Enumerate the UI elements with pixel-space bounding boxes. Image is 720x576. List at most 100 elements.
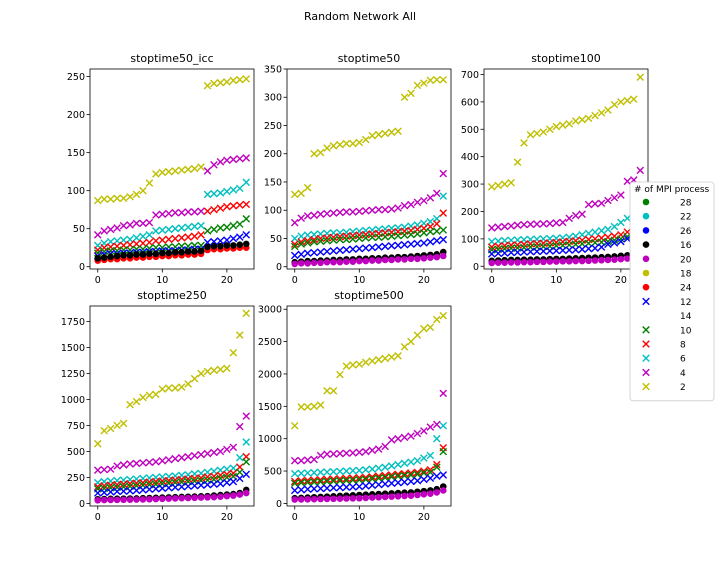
data-point [120,252,127,259]
data-point [546,239,554,247]
data-point [578,245,586,254]
data-point [242,412,251,420]
data-point [171,454,180,463]
data-point [584,244,593,253]
data-point [336,208,344,217]
series-20 [94,489,250,504]
data-point [290,469,299,478]
data-point [242,215,251,223]
data-point [426,194,435,202]
data-point [520,139,528,147]
data-point [100,227,108,235]
y-tick-label: 700 [461,70,479,81]
data-point [413,81,422,90]
legend-entry-10: 10 [642,326,692,336]
data-point [223,470,231,479]
data-point [204,243,211,251]
legend-marker [642,297,650,306]
data-point [113,194,121,203]
data-point [100,481,108,490]
data-point [597,226,606,235]
data-point [316,475,325,484]
data-point [433,227,441,235]
x-tick-label: 20 [221,275,233,286]
y-tick-label: 200 [461,207,479,218]
data-point [591,257,599,264]
series-4 [93,412,251,474]
data-point [197,221,205,230]
data-point [177,453,186,462]
data-point [584,200,593,209]
data-point [106,246,115,255]
data-point [159,495,166,503]
data-point [317,495,324,503]
data-point [100,488,108,497]
data-point [381,463,389,471]
axes-frame [483,68,649,270]
data-point [93,489,102,497]
legend-label: 2 [680,383,686,393]
subplot-title: stoptime50 [338,52,401,65]
data-point [604,237,612,246]
data-point [223,223,231,231]
data-point [132,397,141,406]
data-point [546,247,554,255]
data-point [229,221,238,230]
data-point [374,474,383,482]
data-point [184,452,192,461]
data-point [177,383,186,391]
legend-label: 20 [680,255,692,265]
y-tick-label: 250 [67,473,85,484]
data-point [571,236,580,245]
legend-marker [642,382,650,391]
series-10 [290,447,448,488]
data-point [433,434,441,443]
data-point [145,244,154,253]
data-point [229,469,238,478]
data-point [584,239,593,248]
data-point [368,481,377,490]
subplot-title: stoptime250 [137,289,207,302]
data-point [387,205,396,213]
data-point [597,109,606,117]
data-point [407,458,415,466]
data-point [171,224,180,233]
y-tick-label: 100 [67,186,85,197]
data-point [426,323,435,332]
y-tick-label: 300 [461,180,479,191]
data-point [361,475,370,484]
legend-label: 26 [680,227,692,237]
data-point [197,163,205,171]
data-point [407,255,415,263]
data-point [591,238,599,247]
data-point [578,257,586,265]
data-point [310,149,318,158]
data-point [152,495,160,503]
legend-label: 28 [680,199,692,209]
data-point [132,479,141,487]
data-point [236,422,244,431]
data-point [400,433,409,442]
data-point [558,246,567,255]
data-point [420,239,428,247]
data-point [126,252,134,259]
data-point [539,128,548,136]
data-point [539,239,548,248]
data-point [126,479,134,488]
legend-marker [642,198,650,206]
data-point [329,475,338,483]
data-point [381,256,389,264]
data-point [329,484,338,492]
data-point [236,220,244,228]
data-point [584,114,593,123]
data-point [636,73,645,82]
data-point [178,248,185,256]
data-point [113,480,121,489]
data-point [216,189,225,197]
y-tick-label: 1000 [258,434,282,445]
data-point [203,190,212,199]
data-point [387,353,396,361]
data-point [342,208,351,216]
data-point [374,243,383,251]
data-point [203,227,212,235]
